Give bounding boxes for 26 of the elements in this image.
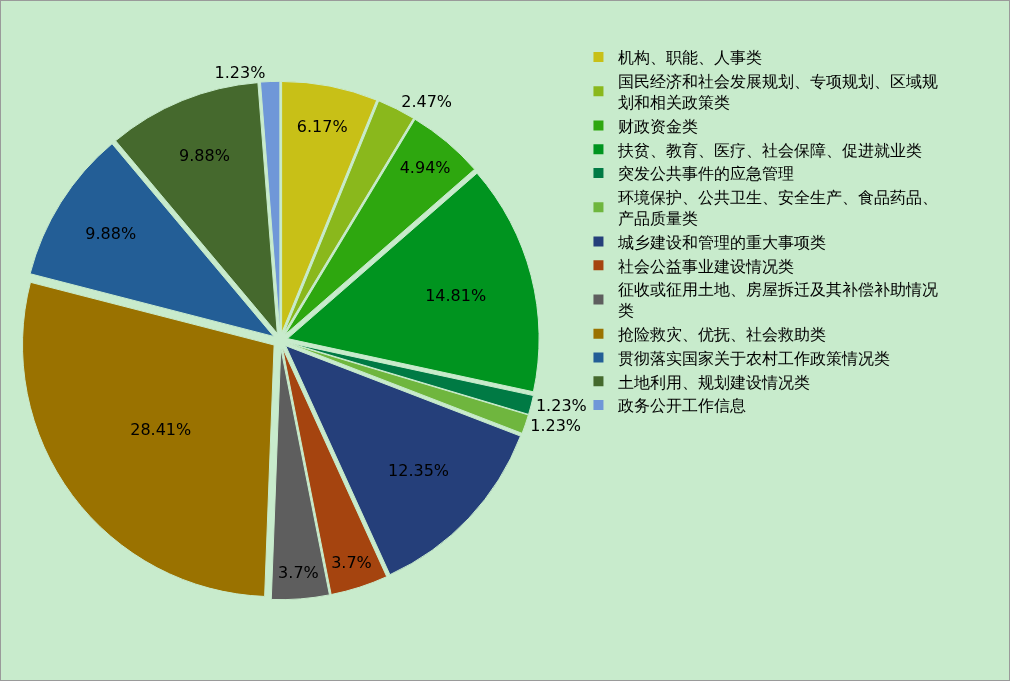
data-label: 9.88%	[179, 145, 230, 165]
legend-label: 社会公益事业建设情况类	[618, 256, 795, 276]
data-label: 12.35%	[388, 461, 450, 481]
data-label: 9.88%	[85, 224, 137, 244]
data-label: 2.47%	[401, 91, 453, 111]
legend-label: 抢险救灾、优抚、社会救助类	[618, 324, 827, 344]
data-label: 1.23%	[530, 415, 582, 435]
legend-label: 土地利用、规划建设情况类	[618, 372, 811, 392]
legend-label: 财政资金类	[618, 116, 699, 136]
legend-label: 扶贫、教育、医疗、社会保障、促进就业类	[617, 140, 923, 160]
legend-label: 城乡建设和管理的重大事项类	[617, 232, 827, 252]
legend-label: 征收或征用土地、房屋拆迁及其补偿补助情况类	[618, 280, 939, 321]
data-label: 14.81%	[425, 285, 487, 305]
data-label: 28.41%	[130, 420, 192, 440]
data-label: 1.23%	[535, 396, 587, 416]
legend-label: 环境保护、公共卫生、安全生产、食品药品、产品质量类	[618, 188, 939, 228]
data-label: 4.94%	[399, 158, 451, 178]
legend-label: 国民经济和社会发展规划、专项规划、区域规划和相关政策类	[618, 72, 939, 112]
legend-label: 政务公开工作信息	[618, 396, 747, 416]
legend-label: 贯彻落实国家关于农村工作政策情况类	[618, 348, 891, 368]
data-label: 3.7%	[331, 552, 372, 572]
data-label: 6.17%	[296, 116, 348, 136]
data-label: 1.23%	[214, 62, 266, 82]
data-label: 3.7%	[278, 563, 319, 583]
legend-label: 机构、职能、人事类	[618, 48, 763, 68]
legend-label: 突发公共事件的应急管理	[618, 164, 795, 184]
